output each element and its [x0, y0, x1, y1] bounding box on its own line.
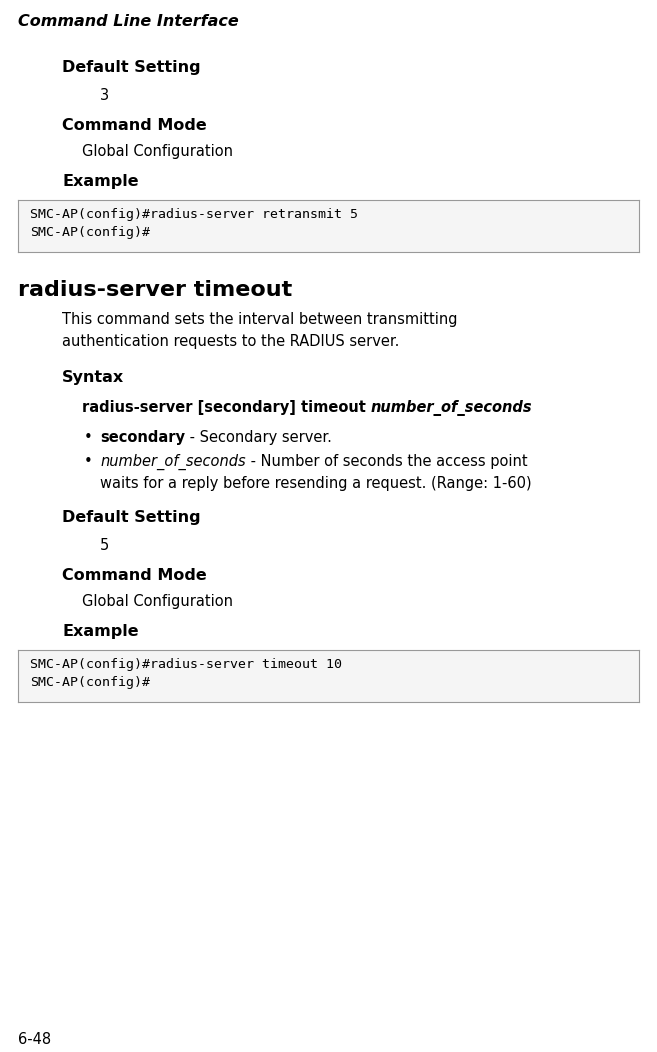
Text: - Number of seconds the access point: - Number of seconds the access point	[246, 454, 528, 469]
Text: 5: 5	[100, 538, 109, 553]
Text: waits for a reply before resending a request. (Range: 1-60): waits for a reply before resending a req…	[100, 476, 532, 491]
Text: •: •	[84, 454, 93, 469]
Text: SMC-AP(config)#radius-server timeout 10: SMC-AP(config)#radius-server timeout 10	[30, 658, 342, 671]
Text: Global Configuration: Global Configuration	[82, 144, 233, 159]
Text: Example: Example	[62, 624, 139, 639]
Text: SMC-AP(config)#radius-server retransmit 5: SMC-AP(config)#radius-server retransmit …	[30, 208, 358, 221]
Text: number_of_seconds: number_of_seconds	[100, 454, 246, 470]
Text: secondary: secondary	[100, 430, 185, 445]
Text: •: •	[84, 430, 93, 445]
Text: number_of_seconds: number_of_seconds	[371, 400, 533, 416]
Text: Example: Example	[62, 174, 139, 189]
Text: Default Setting: Default Setting	[62, 510, 200, 525]
Text: Command Line Interface: Command Line Interface	[18, 14, 238, 29]
Text: Global Configuration: Global Configuration	[82, 594, 233, 609]
Text: Command Mode: Command Mode	[62, 118, 207, 133]
Text: authentication requests to the RADIUS server.: authentication requests to the RADIUS se…	[62, 333, 399, 349]
Text: 3: 3	[100, 88, 109, 103]
Text: Default Setting: Default Setting	[62, 60, 200, 75]
Text: Command Mode: Command Mode	[62, 568, 207, 583]
Text: This command sets the interval between transmitting: This command sets the interval between t…	[62, 312, 457, 327]
Text: Syntax: Syntax	[62, 370, 124, 385]
Text: SMC-AP(config)#: SMC-AP(config)#	[30, 226, 150, 239]
Text: SMC-AP(config)#: SMC-AP(config)#	[30, 676, 150, 689]
Text: 6-48: 6-48	[18, 1032, 51, 1047]
Text: - Secondary server.: - Secondary server.	[185, 430, 332, 445]
Text: radius-server [secondary] timeout: radius-server [secondary] timeout	[82, 400, 371, 414]
Text: radius-server timeout: radius-server timeout	[18, 280, 292, 300]
